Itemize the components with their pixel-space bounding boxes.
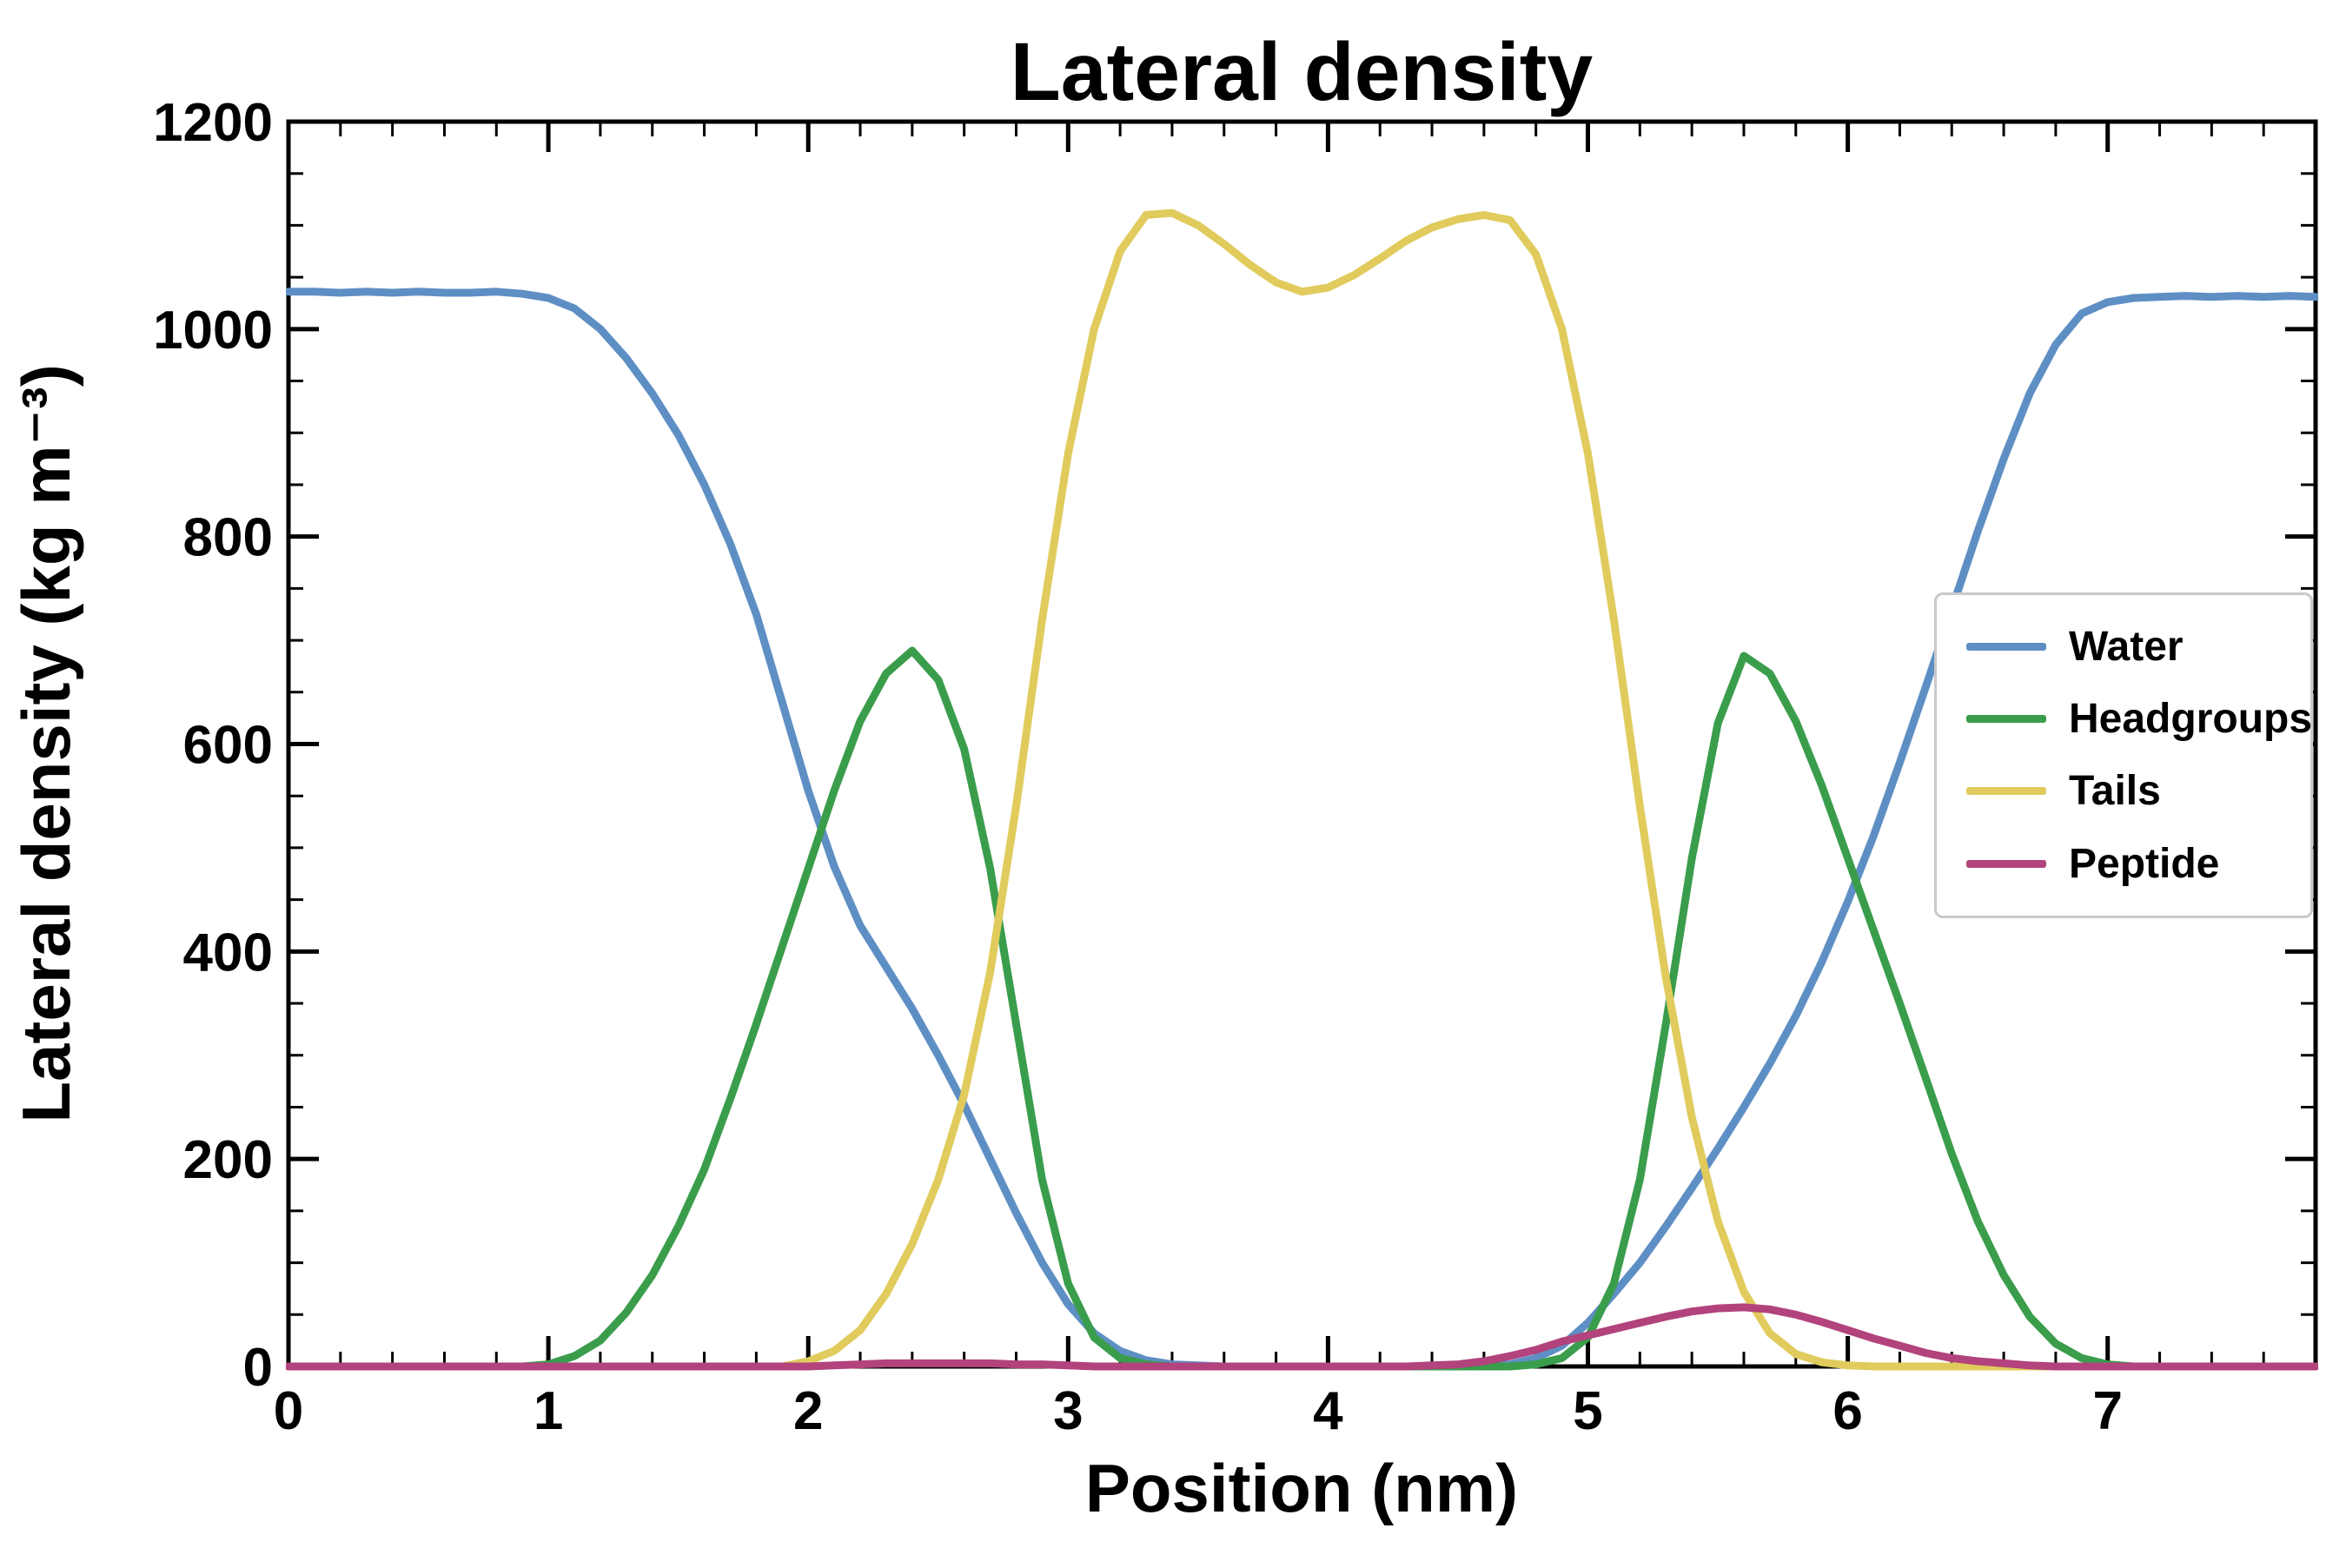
legend-label: Peptide — [2069, 840, 2220, 887]
legend-item-tails: Tails — [1966, 767, 2281, 815]
x-tick-label: 7 — [2092, 1381, 2122, 1441]
axes: 0 1 2 3 4 5 6 7 0 200 400 600 800 1000 1200 — [153, 93, 2318, 1441]
x-tick-label: 1 — [533, 1381, 563, 1441]
curves — [286, 208, 2318, 1371]
legend-item-water: Water — [1966, 623, 2281, 671]
chart-title: Lateral density — [1011, 26, 1594, 118]
x-tick-label: 6 — [1832, 1381, 1862, 1441]
legend-swatch-tails — [1966, 787, 2046, 796]
legend-label: Headgroups — [2069, 696, 2313, 743]
x-tick-label: 0 — [274, 1381, 303, 1441]
x-tick-label: 5 — [1573, 1381, 1602, 1441]
legend-label: Tails — [2069, 768, 2161, 815]
legend-item-peptide: Peptide — [1966, 840, 2281, 888]
y-tick-label: 200 — [183, 1130, 273, 1190]
y-tick-label: 400 — [183, 923, 273, 982]
legend-item-headgroups: Headgroups — [1966, 695, 2312, 743]
legend: Water Headgroups Tails Peptide — [1934, 592, 2313, 918]
y-tick-label: 1200 — [153, 93, 273, 153]
x-tick-label: 3 — [1053, 1381, 1083, 1441]
y-axis-label: Lateral density (kg m⁻³) — [8, 364, 84, 1122]
y-tick-label: 1000 — [153, 301, 273, 361]
legend-label: Water — [2069, 624, 2184, 670]
y-tick-label: 0 — [243, 1338, 273, 1398]
curve-peptide — [286, 1303, 2318, 1371]
legend-swatch-water — [1966, 643, 2046, 652]
y-tick-label: 800 — [183, 508, 273, 568]
legend-swatch-headgroups — [1966, 715, 2046, 724]
x-tick-label: 2 — [793, 1381, 823, 1441]
x-axis-label: Position (nm) — [1085, 1450, 1518, 1526]
y-tick-label: 600 — [183, 716, 273, 776]
x-tick-label: 4 — [1313, 1381, 1343, 1441]
legend-swatch-peptide — [1966, 859, 2046, 868]
